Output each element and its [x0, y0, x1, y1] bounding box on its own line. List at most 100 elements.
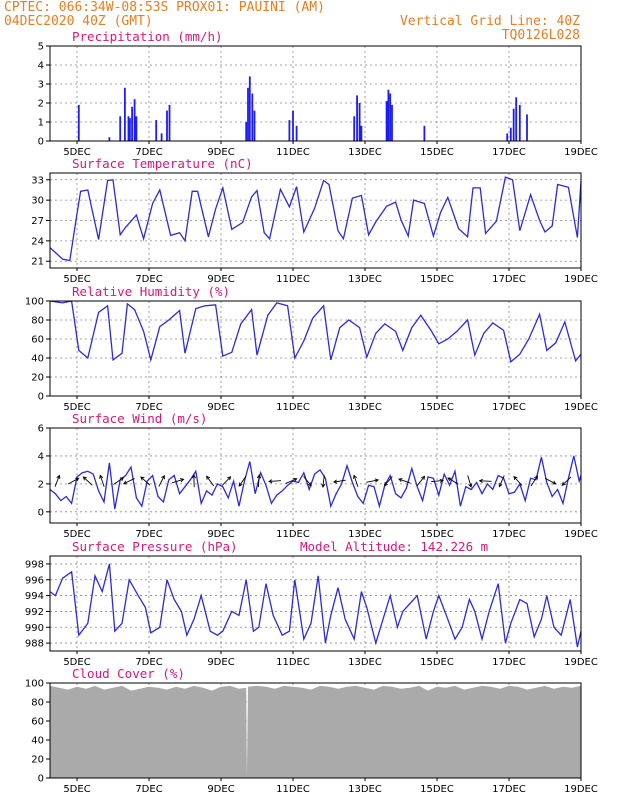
temp-xtick-label: 7DEC — [135, 274, 162, 285]
pres-xtick-label: 13DEC — [348, 657, 382, 668]
wind-wind-arrow — [171, 478, 185, 484]
wind-xtick-label: 15DEC — [420, 529, 454, 540]
cloud-ytick-label: 0 — [38, 774, 44, 785]
wind-xtick-label: 11DEC — [276, 529, 310, 540]
wind-arrow-head — [374, 478, 379, 483]
wind-wind-arrow — [221, 476, 232, 486]
precip-bar — [131, 106, 133, 141]
wind-arrow-head — [82, 476, 87, 481]
wind-arrow-head — [439, 478, 444, 483]
wind-wind-arrow — [561, 476, 572, 486]
wind-arrow-shaft — [513, 476, 523, 486]
precip-xtick-label: 9DEC — [207, 147, 234, 158]
rh-xtick-label: 5DEC — [63, 402, 90, 413]
precip-ytick-label: 2 — [38, 99, 44, 110]
pres-ytick-label: 992 — [25, 607, 44, 618]
wind-xtick-label: 19DEC — [564, 529, 598, 540]
precip-ytick-label: 0 — [38, 137, 44, 148]
cloud-ytick-label: 20 — [31, 755, 44, 766]
wind-arrow-head — [398, 478, 403, 482]
rh-xtick-label: 9DEC — [207, 402, 234, 413]
wind-arrow-shaft — [158, 475, 165, 487]
precip-bar — [295, 125, 298, 141]
precip-bar — [387, 89, 390, 141]
precip-bar — [135, 116, 138, 141]
wind-arrow-head — [119, 477, 125, 482]
rh-ytick-label: 100 — [25, 297, 44, 308]
wind-ytick-label: 4 — [38, 451, 44, 462]
wind-arrow-head — [307, 482, 312, 487]
wind-arrow-shaft — [268, 480, 282, 482]
cloud-ytick-label: 80 — [31, 698, 44, 709]
wind-arrow-head — [191, 474, 196, 479]
precip-bar — [288, 120, 291, 141]
wind-wind-arrow — [238, 475, 247, 487]
temp-xtick-label: 13DEC — [348, 274, 382, 285]
precip-bar — [292, 110, 294, 141]
precip-ytick-label: 1 — [38, 118, 44, 129]
wind-wind-arrow — [191, 474, 196, 488]
precip-panel: 0 1 2 3 4 5 5DEC 7DEC 9DEC 11DEC 13DEC 15DEC 17DEC 19… — [38, 42, 598, 159]
wind-wind-arrow — [332, 479, 346, 484]
wind-arrow-shaft — [285, 478, 297, 484]
temp-xtick-label: 17DEC — [492, 274, 526, 285]
wind-arrow-head — [122, 480, 128, 485]
pres-xtick-label: 5DEC — [63, 657, 90, 668]
temp-xtick-label: 5DEC — [63, 274, 90, 285]
precip-bar — [77, 104, 80, 141]
wind-wind-arrow — [430, 478, 444, 483]
wind-line — [49, 455, 582, 510]
wind-wind-arrow — [303, 476, 312, 487]
precip-title: Precipitation (mm/h) — [72, 29, 223, 44]
cloud-xtick-label: 5DEC — [63, 784, 90, 795]
cloud-xtick-label: 15DEC — [420, 784, 454, 795]
cloud-ytick-label: 100 — [25, 679, 44, 690]
wind-wind-arrow — [416, 475, 426, 487]
wind-wind-arrow — [478, 478, 492, 484]
wind-wind-arrow — [498, 475, 505, 488]
pres-ytick-label: 990 — [25, 623, 44, 634]
pres-ytick-label: 998 — [25, 559, 44, 570]
wind-arrow-head — [534, 475, 538, 480]
cloud-xtick-label: 13DEC — [348, 784, 382, 795]
pres-altitude-label: Model Altitude: 142.226 m — [300, 539, 488, 554]
wind-arrow-shaft — [140, 476, 151, 486]
rh-xtick-label: 7DEC — [135, 402, 162, 413]
rh-title: Relative Humidity (%) — [72, 284, 230, 299]
temp-xtick-label: 9DEC — [207, 274, 234, 285]
pres-ytick-label: 988 — [25, 639, 44, 650]
rh-panel: 0 20 40 60 80 100 5DEC 7DEC 9DEC 11DEC 13DEC 15DEC 1… — [25, 297, 598, 414]
wind-wind-arrow — [353, 474, 359, 487]
wind-arrow-shaft — [221, 476, 231, 486]
wind-arrow-head — [238, 482, 243, 487]
wind-wind-arrow — [285, 477, 298, 484]
wind-arrow-head — [353, 474, 357, 479]
wind-arrow-head — [383, 482, 388, 487]
wind-title: Surface Wind (m/s) — [72, 411, 207, 426]
pres-line — [49, 563, 582, 648]
precip-bar — [253, 110, 256, 141]
wind-arrow-shaft — [206, 475, 215, 487]
wind-arrow-shaft — [353, 475, 359, 487]
wind-wind-arrow — [82, 476, 93, 486]
cloud-ytick-label: 60 — [31, 717, 44, 728]
wind-arrow-head — [206, 475, 211, 480]
wind-arrow-shaft — [430, 480, 444, 483]
cloud-xtick-label: 19DEC — [564, 784, 598, 795]
wind-xtick-label: 17DEC — [492, 529, 526, 540]
rh-ytick-label: 80 — [31, 316, 44, 327]
precip-bar — [123, 87, 126, 141]
cloud-ytick-label: 40 — [31, 736, 44, 747]
wind-arrow-shaft — [447, 477, 459, 485]
cloud-title: Cloud Cover (%) — [72, 666, 185, 681]
precip-bar — [423, 125, 426, 141]
wind-arrow-head — [293, 477, 298, 482]
wind-arrow-shaft — [498, 475, 505, 487]
precip-xtick-label: 13DEC — [348, 147, 382, 158]
wind-arrow-head — [332, 479, 338, 484]
wind-arrow-head — [561, 481, 566, 486]
wind-arrow-head — [56, 474, 61, 480]
precip-bar — [245, 122, 248, 141]
rh-xtick-label: 13DEC — [348, 402, 382, 413]
